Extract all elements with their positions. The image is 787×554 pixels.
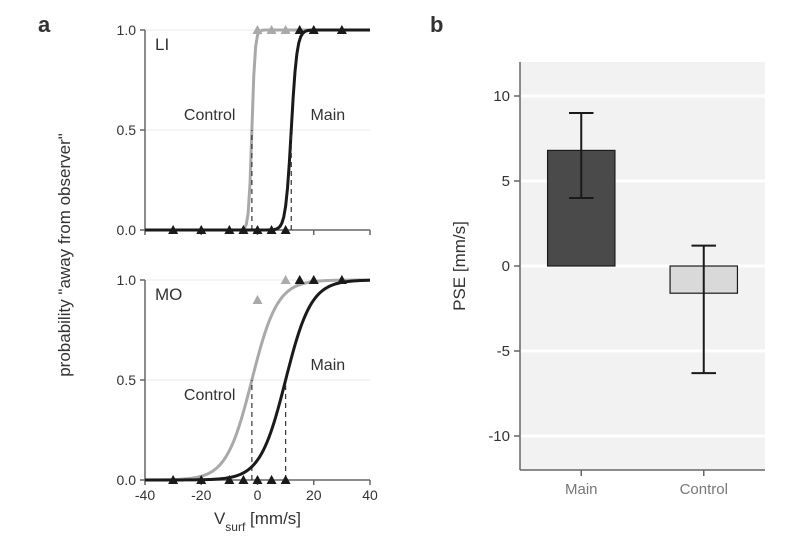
x-tick-label: 40 — [362, 487, 378, 503]
panel-b-ytick-label: -5 — [497, 343, 510, 360]
panel-b-label: b — [430, 12, 443, 37]
y-tick-label: 1.0 — [117, 22, 137, 38]
subplot-tag: LI — [155, 35, 169, 54]
panel-a-ylabel: probability "away from observer" — [55, 133, 74, 377]
y-tick-label: 0.0 — [117, 222, 137, 238]
panel-b-ytick-label: 5 — [502, 173, 510, 190]
subplot-tag: MO — [155, 285, 182, 304]
panel-b-ylabel: PSE [mm/s] — [450, 221, 469, 311]
series-label-control: Control — [184, 387, 236, 404]
panel-b-ytick-label: -10 — [488, 428, 510, 445]
x-tick-label: 20 — [306, 487, 322, 503]
figure-svg: a b probability "away from observer" 0.0 0.5… — [0, 0, 787, 554]
figure: a b probability "away from observer" 0.0 0.5… — [0, 0, 787, 554]
x-tick-label: -20 — [191, 487, 211, 503]
panel-a-xlabel: Vsurf [mm/s] — [214, 509, 301, 534]
x-tick-label: 0 — [254, 487, 262, 503]
y-tick-label: 0.5 — [117, 122, 137, 138]
panel-b-ytick-label: 10 — [493, 88, 510, 105]
series-label-main: Main — [310, 357, 345, 374]
bar-label-control: Control — [680, 481, 728, 498]
panel-b-ytick-label: 0 — [502, 258, 510, 275]
bar-label-main: Main — [565, 481, 598, 498]
y-tick-label: 1.0 — [117, 272, 137, 288]
y-tick-label: 0.5 — [117, 372, 137, 388]
series-label-control: Control — [184, 107, 236, 124]
marker-control — [253, 295, 263, 304]
x-tick-label: -40 — [135, 487, 155, 503]
y-tick-label: 0.0 — [117, 472, 137, 488]
panel-a-label: a — [38, 12, 51, 37]
series-label-main: Main — [310, 107, 345, 124]
